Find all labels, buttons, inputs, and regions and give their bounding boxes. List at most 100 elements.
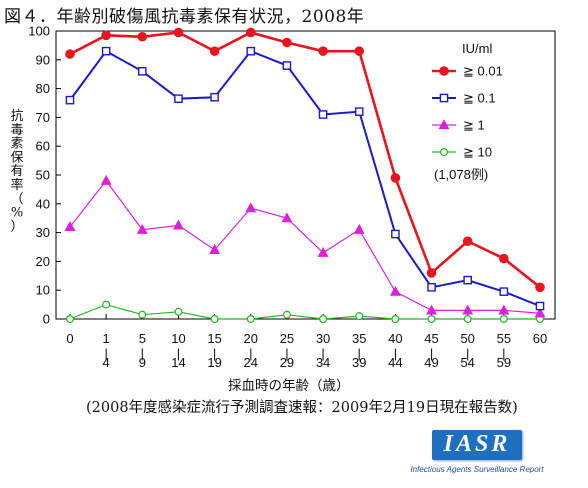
y-axis-title: 抗毒素保有率（%） [10, 109, 23, 234]
data-point [210, 315, 219, 324]
x-range-end-label: 9 [139, 355, 146, 370]
legend-title: IU/ml [462, 41, 492, 56]
data-point [390, 173, 401, 183]
x-tick-label: 30 [316, 331, 330, 346]
data-point [101, 46, 111, 56]
data-point [389, 285, 401, 296]
data-point [209, 244, 221, 254]
data-point [317, 246, 329, 257]
y-tick-label: 40 [36, 196, 50, 211]
data-point [355, 312, 364, 321]
iasr-logo: IASR [432, 430, 522, 460]
data-point [426, 268, 437, 278]
legend-marker [440, 148, 449, 157]
data-point [281, 212, 293, 223]
x-range-dash: | [177, 346, 180, 361]
data-point [173, 219, 184, 230]
x-range-end-label: 24 [244, 355, 258, 370]
data-point [318, 46, 328, 56]
data-point [282, 61, 292, 70]
x-range-end-label: 29 [280, 355, 294, 370]
y-tick-label: 80 [36, 81, 50, 96]
x-range-end-label: 4 [103, 355, 110, 370]
y-tick-label: 100 [28, 24, 50, 39]
x-tick-label: 60 [533, 331, 547, 346]
x-tick-label: 15 [207, 331, 221, 346]
y-tick-label: 70 [36, 110, 50, 125]
data-point [101, 30, 111, 41]
data-point [282, 37, 292, 48]
source-note: (2008年度感染症流行予測調査速報：2009年2月19日現在報告数) [86, 400, 518, 416]
x-range-dash: | [321, 346, 324, 361]
y-tick-label: 20 [36, 254, 50, 269]
data-point [535, 282, 545, 293]
series-line [69, 49, 541, 307]
data-point [499, 315, 508, 324]
data-point [319, 315, 328, 324]
x-range-end-label: 39 [352, 355, 366, 370]
data-point [353, 223, 365, 234]
x-tick-label: 20 [244, 331, 258, 346]
data-point [100, 174, 112, 185]
x-tick-label: 55 [497, 331, 511, 346]
y-tick-label: 10 [36, 283, 50, 298]
data-point [318, 110, 328, 119]
data-point [136, 223, 148, 234]
legend-label: ≧ 1 [463, 118, 485, 133]
data-point [246, 46, 256, 56]
y-tick-label: 0 [43, 312, 50, 327]
data-point [246, 315, 255, 324]
data-point [391, 315, 400, 324]
data-point [65, 315, 74, 324]
data-point [499, 253, 509, 264]
legend-marker [439, 93, 449, 103]
x-tick-label: 10 [171, 331, 185, 346]
data-point [463, 275, 472, 285]
x-range-dash: | [285, 346, 288, 361]
x-range-dash: | [358, 346, 361, 361]
x-tick-label: 5 [139, 331, 146, 346]
x-range-dash: | [502, 346, 505, 361]
data-point [65, 49, 75, 59]
y-tick-label: 90 [36, 52, 50, 67]
data-point [462, 236, 473, 247]
x-tick-label: 35 [352, 331, 366, 346]
data-point [138, 67, 147, 76]
x-range-dash: | [394, 346, 397, 361]
x-tick-label: 0 [66, 331, 73, 346]
data-point [499, 287, 509, 296]
x-range-dash: | [430, 346, 433, 361]
data-point [174, 307, 183, 316]
x-range-end-label: 34 [316, 355, 330, 370]
x-range-end-label: 19 [207, 355, 221, 370]
x-range-end-label: 49 [424, 355, 438, 370]
data-point [535, 301, 545, 311]
x-axis-title: 採血時の年齢（歳） [228, 378, 350, 394]
series-line [69, 179, 541, 314]
x-tick-label: 25 [280, 331, 294, 346]
x-range-dash: | [213, 346, 216, 361]
data-point [282, 310, 291, 319]
data-point [427, 315, 436, 324]
x-tick-label: 50 [460, 331, 474, 346]
logo-subtitle: Infectious Agents Surveillance Report [410, 465, 544, 474]
x-tick-label: 1 [103, 331, 110, 346]
data-point [64, 220, 76, 231]
data-point [354, 46, 365, 56]
sample-size-label: (1,078例) [434, 167, 488, 182]
logo-text: IASR [443, 431, 511, 457]
x-tick-label: 45 [424, 331, 438, 346]
data-point [534, 307, 546, 318]
x-range-dash: | [466, 346, 469, 361]
data-point [65, 95, 75, 105]
data-point [245, 27, 256, 38]
x-range-dash: | [249, 346, 252, 361]
legend-label: ≧ 10 [463, 145, 492, 160]
data-point [426, 304, 437, 315]
x-range-end-label: 14 [171, 355, 185, 370]
data-point [354, 107, 364, 116]
x-range-end-label: 54 [460, 355, 474, 370]
data-point [173, 27, 184, 38]
data-point [209, 46, 220, 56]
data-point [210, 92, 219, 102]
